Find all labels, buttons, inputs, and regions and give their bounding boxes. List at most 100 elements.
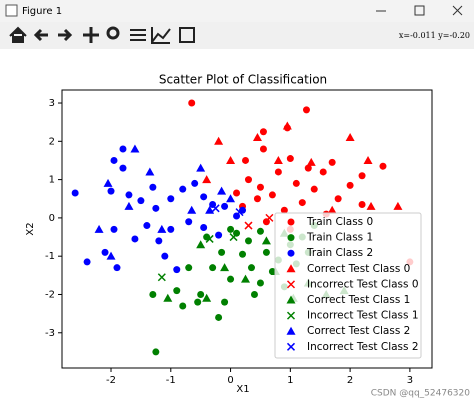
triangle-marker — [306, 157, 316, 166]
title-bar — [0, 0, 474, 22]
triangle-marker — [220, 263, 230, 272]
y-tick-label: 3 — [49, 98, 55, 109]
legend-label: Correct Test Class 0 — [307, 263, 410, 275]
triangle-marker — [145, 167, 155, 176]
circle-marker — [244, 176, 252, 184]
circle-marker — [239, 250, 247, 258]
triangle-marker — [327, 205, 337, 214]
x-marker — [235, 208, 244, 217]
watermark: CSDN @qq_52476320 — [371, 389, 471, 399]
circle-marker — [71, 189, 79, 197]
x-axis-label: X1 — [236, 384, 249, 395]
triangle-marker — [157, 224, 167, 233]
axes-button[interactable] — [151, 27, 171, 44]
circle-marker — [185, 218, 193, 226]
pan-button[interactable] — [83, 27, 99, 43]
circle-marker — [221, 298, 229, 306]
circle-marker — [256, 227, 264, 235]
triangle-marker — [202, 293, 212, 302]
circle-marker — [274, 168, 282, 176]
circle-marker — [280, 206, 288, 214]
home-button[interactable] — [9, 26, 27, 43]
legend-marker — [286, 311, 296, 320]
circle-marker — [179, 185, 187, 193]
circle-marker — [197, 290, 205, 298]
circle-marker — [256, 279, 264, 287]
y-tick-label: 2 — [49, 136, 55, 147]
legend-marker — [286, 342, 296, 351]
triangle-marker — [103, 178, 113, 187]
circle-marker — [250, 290, 258, 298]
x-tick-label: 1 — [287, 375, 293, 386]
triangle-marker — [393, 201, 403, 210]
legend-marker — [287, 218, 295, 226]
circle-marker — [379, 162, 387, 170]
circle-marker — [125, 191, 133, 199]
coordinates: x=-0.011 y=-0.20 — [399, 31, 470, 40]
circle-marker — [259, 145, 267, 153]
circle-marker — [173, 287, 181, 295]
circle-marker — [131, 235, 139, 243]
circle-marker — [167, 195, 175, 203]
plot-frame — [61, 89, 433, 369]
circle-marker — [167, 225, 175, 233]
x-marker — [211, 204, 220, 213]
circle-marker — [200, 223, 208, 231]
circle-marker — [253, 195, 261, 203]
circle-marker — [262, 248, 270, 256]
circle-marker — [101, 248, 109, 256]
forward-button[interactable] — [58, 28, 73, 42]
circle-marker — [233, 189, 241, 197]
circle-marker — [302, 106, 310, 114]
close-button[interactable] — [452, 5, 463, 16]
triangle-marker — [163, 293, 173, 302]
triangle-marker — [217, 186, 227, 195]
legend-box — [274, 212, 422, 359]
x-tick-label: 2 — [347, 375, 353, 386]
triangle-marker — [345, 132, 355, 141]
x-tick-label: -1 — [166, 375, 176, 386]
circle-marker — [83, 258, 91, 266]
triangle-marker — [214, 136, 224, 145]
circle-marker — [161, 252, 169, 260]
circle-marker — [247, 264, 255, 272]
app-icon — [5, 4, 18, 17]
x-marker — [205, 234, 214, 243]
circle-marker — [113, 264, 121, 272]
triangle-marker — [187, 205, 197, 214]
x-tick-label: 3 — [407, 375, 413, 386]
circle-marker — [346, 181, 354, 189]
circle-marker — [110, 156, 118, 164]
circle-marker — [218, 248, 226, 256]
triangle-marker — [252, 132, 262, 141]
circle-marker — [298, 199, 306, 207]
circle-marker — [215, 231, 223, 239]
circle-marker — [179, 302, 187, 310]
triangle-marker — [273, 155, 283, 164]
triangle-marker — [226, 155, 236, 164]
circle-marker — [227, 225, 235, 233]
circle-marker — [110, 225, 118, 233]
back-button[interactable] — [33, 28, 48, 42]
x-marker — [244, 221, 253, 230]
circle-marker — [152, 348, 160, 356]
circle-marker — [358, 200, 366, 208]
zoom-button[interactable] — [106, 26, 120, 40]
legend-marker — [287, 249, 295, 257]
circle-marker — [185, 264, 193, 272]
triangle-marker — [205, 205, 215, 214]
subplots-button[interactable] — [130, 29, 146, 41]
triangle-marker — [282, 121, 292, 130]
circle-marker — [334, 195, 342, 203]
legend-label: Train Class 1 — [306, 232, 373, 244]
triangle-marker — [202, 175, 212, 184]
triangle-marker — [106, 251, 116, 260]
circle-marker — [203, 233, 211, 241]
legend-label: Correct Test Class 1 — [307, 294, 410, 306]
maximize-button[interactable] — [414, 5, 425, 16]
triangle-marker — [196, 163, 206, 172]
save-button[interactable] — [179, 27, 195, 43]
circle-marker — [221, 202, 229, 210]
